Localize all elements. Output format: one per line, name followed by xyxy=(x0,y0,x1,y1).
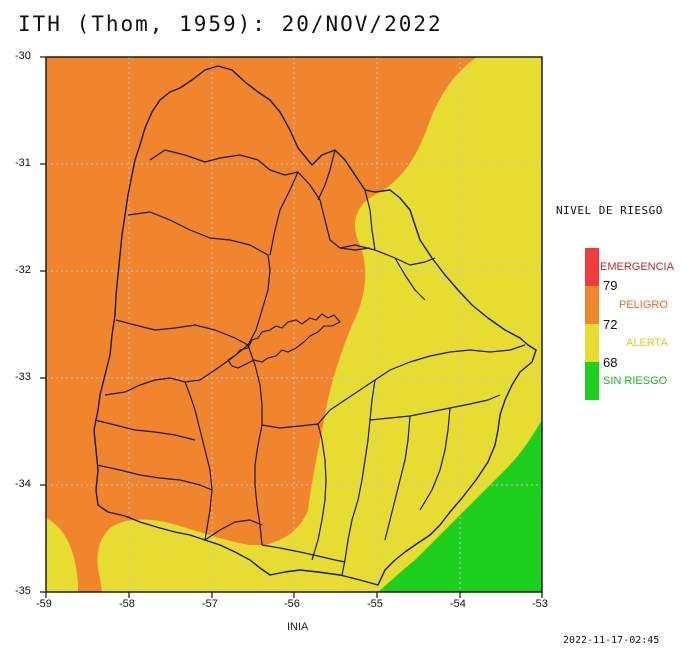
legend-label-emergencia: EMERGENCIA xyxy=(600,261,674,273)
x-tick-label: -53 xyxy=(532,598,548,610)
x-tick-label: -56 xyxy=(284,598,300,610)
legend-label-peligro: PELIGRO xyxy=(619,299,668,311)
map-title: ITH (Thom, 1959): 20/NOV/2022 xyxy=(18,12,443,36)
legend-swatch-sin-riesgo xyxy=(585,362,599,400)
x-tick-label: -58 xyxy=(119,598,135,610)
y-tick-label: -32 xyxy=(15,264,31,276)
x-tick-label: -55 xyxy=(367,598,383,610)
x-tick-label: -57 xyxy=(202,598,218,610)
tick-marks xyxy=(40,56,543,598)
rio-negro-reservoir xyxy=(227,313,341,369)
department-borders xyxy=(94,149,526,576)
legend-threshold-79: 79 xyxy=(603,278,618,293)
y-tick-label: -34 xyxy=(15,478,31,490)
legend-title: NIVEL DE RIESGO xyxy=(556,204,663,217)
x-tick-label: -59 xyxy=(36,598,52,610)
legend-label-alerta: ALERTA xyxy=(626,337,668,349)
legend-swatch-alerta xyxy=(585,324,599,362)
country-border xyxy=(93,65,537,586)
legend-swatch-peligro xyxy=(585,286,599,324)
x-tick-label: -54 xyxy=(450,598,466,610)
legend-threshold-72: 72 xyxy=(603,317,618,332)
legend-label-sin-riesgo: SIN RIESGO xyxy=(603,375,668,387)
zone-sin-riesgo xyxy=(378,420,542,592)
y-tick-label: -31 xyxy=(15,157,31,169)
legend-threshold-68: 68 xyxy=(603,355,618,370)
credit-label: INIA xyxy=(287,621,309,633)
legend-swatch-emergencia xyxy=(585,248,599,286)
y-tick-label: -35 xyxy=(15,585,31,597)
grid-lines xyxy=(46,57,542,592)
y-tick-label: -30 xyxy=(15,50,31,62)
y-tick-label: -33 xyxy=(15,371,31,383)
timestamp: 2022-11-17-02:45 xyxy=(563,635,660,646)
